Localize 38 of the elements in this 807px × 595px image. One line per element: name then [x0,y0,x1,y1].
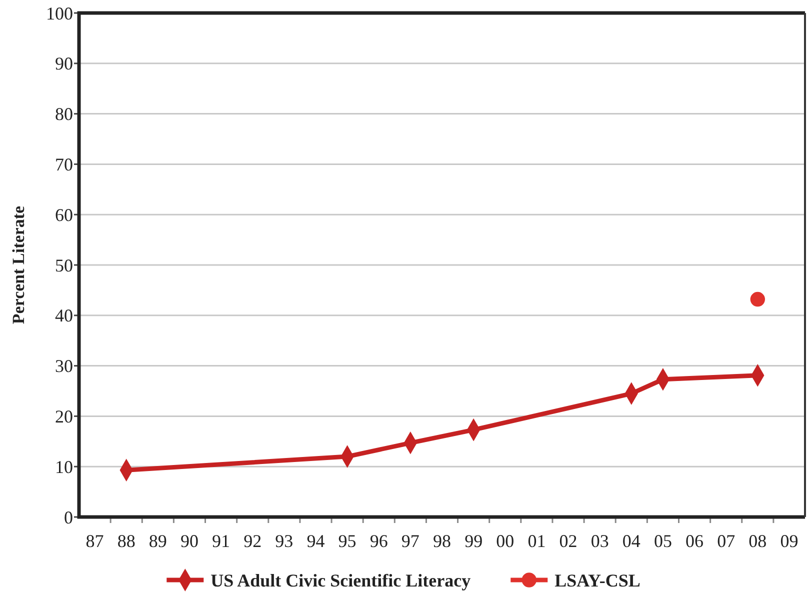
x-tick-label: 02 [559,531,578,551]
x-tick-label: 88 [117,531,136,551]
x-tick-label: 01 [528,531,546,551]
x-tick-label: 94 [306,531,325,551]
x-tick-label: 09 [780,531,798,551]
y-tick-label: 50 [55,255,73,276]
point [750,292,766,307]
y-tick-label: 0 [64,507,73,528]
x-tick-label: 98 [433,531,451,551]
y-tick-label: 60 [55,204,73,225]
x-tick-label: 04 [622,531,640,551]
x-tick-label: 03 [590,531,609,551]
x-tick-label: 08 [748,531,767,551]
x-tick-label: 97 [401,531,420,551]
x-tick-label: 91 [212,531,230,551]
x-tick-label: 00 [496,531,514,551]
y-axis-title: Percent Literate [9,205,28,324]
x-tick-label: 95 [338,531,356,551]
legend-label: US Adult Civic Scientific Literacy [210,570,471,590]
x-tick-label: 89 [148,531,167,551]
x-tick-label: 92 [244,531,262,551]
x-tick-label: 07 [717,531,736,551]
y-tick-label: 40 [55,306,73,326]
x-tick-label: 96 [370,531,388,551]
y-tick-label: 10 [55,456,73,477]
legend-label: LSAY-CSL [554,570,640,590]
y-tick-label: 80 [55,104,73,124]
y-tick-label: 70 [55,154,73,174]
x-tick-label: 87 [86,531,104,551]
x-tick-label: 93 [275,531,294,551]
x-tick-label: 06 [686,531,704,551]
y-tick-label: 20 [55,406,73,426]
y-tick-label: 90 [55,54,73,74]
y-tick-label: 30 [55,356,73,376]
x-tick-label: 90 [180,531,198,551]
y-tick-label: 100 [46,3,73,24]
x-tick-label: 99 [464,531,483,551]
x-tick-label: 05 [654,531,672,551]
